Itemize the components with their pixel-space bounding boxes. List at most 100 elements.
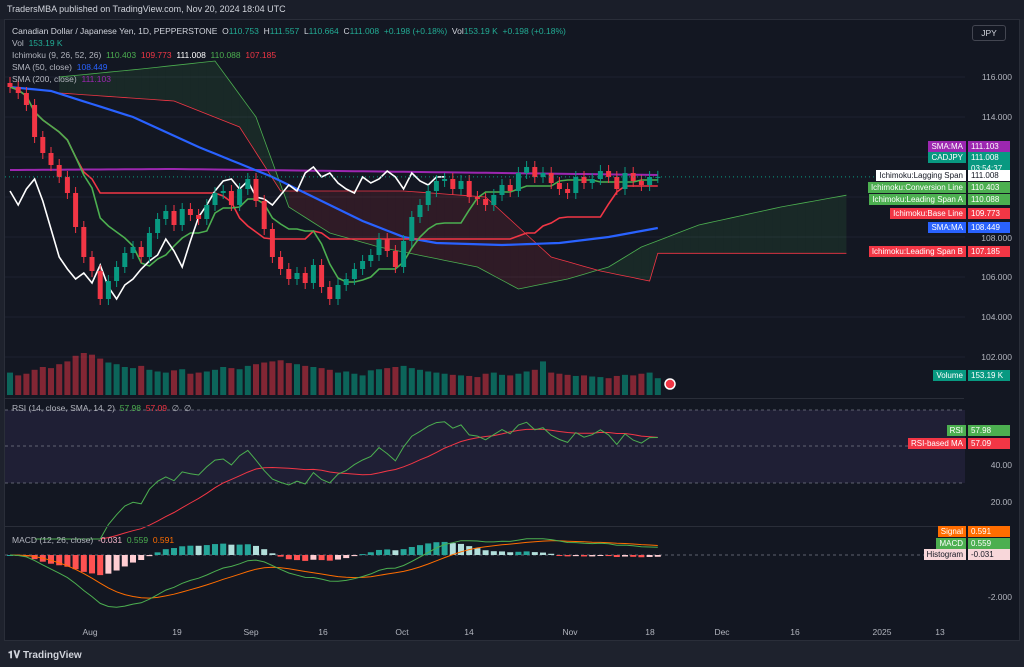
badge-label: Ichimoku:Conversion Line xyxy=(867,182,966,193)
ichimoku-cloud xyxy=(387,191,396,251)
sma50-legend[interactable]: SMA (50, close) 108.449 xyxy=(12,62,107,72)
candle-body xyxy=(499,185,505,195)
symbol-name: Canadian Dollar / Japanese Yen, 1D, PEPP… xyxy=(12,26,218,36)
price-label-badge: SMA:MA 111.103 xyxy=(928,141,1010,152)
badge-value: 57.09 xyxy=(968,438,1010,449)
candle-body xyxy=(228,191,234,205)
candle-body xyxy=(253,179,259,201)
volume-bar xyxy=(179,369,186,395)
candle-body xyxy=(327,287,333,299)
ichimoku-cloud xyxy=(297,191,306,218)
histogram-bar xyxy=(80,555,87,572)
histogram-bar xyxy=(326,555,333,561)
histogram-bar xyxy=(466,546,473,555)
candle-body xyxy=(237,189,243,205)
pane-divider[interactable] xyxy=(4,526,964,527)
candle-body xyxy=(507,185,513,191)
histogram-bar xyxy=(113,555,120,571)
volume-bar xyxy=(154,371,161,395)
histogram-bar xyxy=(277,555,284,557)
volume-bar xyxy=(15,375,22,395)
candle-body xyxy=(155,219,161,233)
ichimoku-cloud xyxy=(477,196,486,272)
histogram-bar xyxy=(400,549,407,555)
badge-value: 108.449 xyxy=(968,222,1010,233)
histogram-bar xyxy=(367,552,374,555)
candle-body xyxy=(204,205,210,219)
pane-divider[interactable] xyxy=(4,398,964,399)
badge-label: RSI-based MA xyxy=(907,438,966,449)
histogram-bar xyxy=(564,555,571,557)
currency-button[interactable]: JPY xyxy=(972,25,1006,41)
volume-bar xyxy=(638,373,645,395)
histogram-bar xyxy=(351,555,358,557)
sma200-legend[interactable]: SMA (200, close) 111.103 xyxy=(12,74,111,84)
legend-value: 57.09 xyxy=(145,403,168,413)
legend-value: 109.773 xyxy=(140,50,172,60)
symbol-legend[interactable]: Canadian Dollar / Japanese Yen, 1D, PEPP… xyxy=(12,26,566,36)
ichimoku-cloud xyxy=(206,61,215,118)
vol-value: 153.19 K xyxy=(463,26,498,36)
ichimoku-cloud xyxy=(805,201,814,254)
open-label: O xyxy=(222,26,229,36)
histogram-bar xyxy=(531,552,538,555)
ichimoku-cloud xyxy=(133,69,142,99)
change-value-2: +0.198 (+0.18%) xyxy=(502,26,566,36)
histogram-bar xyxy=(359,554,366,556)
price-label-badge: Ichimoku:Leading Span B 107.185 xyxy=(868,246,1010,257)
badge-value: 107.185 xyxy=(968,246,1010,257)
rsi-tick: 40.00 xyxy=(990,460,1012,470)
volume-bar xyxy=(417,369,423,395)
ichimoku-cloud xyxy=(182,63,191,108)
ichimoku-cloud xyxy=(666,234,675,254)
histogram-bar xyxy=(474,548,481,555)
open-value: 110.753 xyxy=(228,26,259,36)
badge-value: 110.403 xyxy=(968,182,1010,193)
candle-body xyxy=(343,279,349,285)
histogram-bar xyxy=(408,546,415,555)
price-label-badge: Ichimoku:Base Line 109.773 xyxy=(890,208,1010,219)
volume-bar xyxy=(277,360,284,395)
volume-bar xyxy=(203,371,210,395)
macd-legend[interactable]: MACD (12, 26, close) -0.031 0.559 0.591 xyxy=(12,535,174,545)
rsi-legend[interactable]: RSI (14, close, SMA, 14, 2) 57.98 57.09 … xyxy=(12,403,191,414)
candle-body xyxy=(614,177,620,189)
ichimoku-cloud xyxy=(682,228,691,254)
ichimoku-cloud xyxy=(493,204,502,281)
volume-bar xyxy=(384,368,391,395)
volume-bar xyxy=(572,375,579,395)
candle-body xyxy=(97,271,103,299)
volume-bar xyxy=(187,373,194,395)
ichimoku-cloud xyxy=(772,207,781,254)
volume-bar xyxy=(605,378,612,395)
histogram-bar xyxy=(171,548,177,555)
ichimoku-cloud xyxy=(83,73,92,96)
ichimoku-legend[interactable]: Ichimoku (9, 26, 52, 26) 110.403 109.773… xyxy=(12,50,276,60)
ichimoku-cloud xyxy=(551,257,560,283)
legend-value: ∅ xyxy=(183,403,192,413)
histogram-bar xyxy=(162,549,169,555)
countdown: 03:54:37 xyxy=(968,163,1010,174)
candle-body xyxy=(524,167,530,173)
candle-body xyxy=(466,181,472,197)
badge-label: SMA:MA xyxy=(928,141,966,152)
tradingview-logo[interactable]: 𝟏𝐕 TradingView xyxy=(8,650,82,661)
volume-bar xyxy=(97,358,104,395)
volume-bar xyxy=(646,372,653,395)
chart-area[interactable] xyxy=(4,19,1020,641)
histogram-bar xyxy=(179,546,186,555)
ichimoku-cloud xyxy=(370,191,379,247)
badge-label: CADJPY xyxy=(928,152,966,163)
badge-label: Ichimoku:Leading Span A xyxy=(869,194,966,205)
legend-label: MACD (12, 26, close) xyxy=(12,535,94,545)
candle-body xyxy=(647,177,653,185)
volume-bar xyxy=(23,373,30,395)
volume-bar xyxy=(113,364,120,395)
volume-legend[interactable]: Vol 153.19 K xyxy=(12,38,63,48)
legend-label: SMA (200, close) xyxy=(12,74,77,84)
legend-value: 108.449 xyxy=(76,62,108,72)
base-line xyxy=(9,86,658,240)
ichimoku-cloud xyxy=(124,69,133,99)
histogram-bar xyxy=(605,555,612,557)
